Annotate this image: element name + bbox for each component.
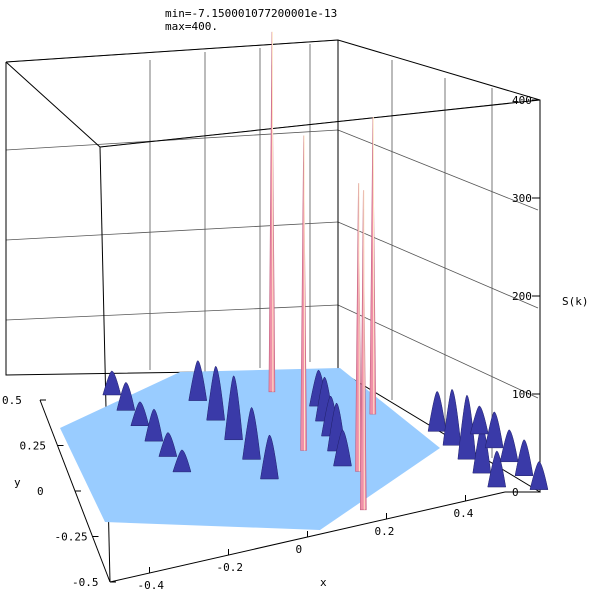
x-tick-label: 0.4 xyxy=(454,507,474,520)
y-axis-label: y xyxy=(14,476,21,489)
grid-line xyxy=(5,221,339,241)
z-axis-label: S(k) xyxy=(562,295,589,308)
ridge-bump xyxy=(457,394,477,460)
z-tick-label: 0 xyxy=(512,486,519,499)
grid-line xyxy=(337,304,539,399)
ridge-bump xyxy=(469,405,489,435)
ridge-bump xyxy=(172,449,192,473)
grid-line xyxy=(337,221,539,309)
y-axis: 0.5 0.25 0 -0.25 -0.5 xyxy=(2,394,116,589)
ridge-bump xyxy=(333,429,352,467)
ridge-bump xyxy=(206,365,225,421)
ridge-bump xyxy=(102,370,122,396)
y-tick-label: 0.25 xyxy=(20,440,47,453)
ridge-bump xyxy=(224,375,243,441)
peak-highlight xyxy=(271,31,274,392)
peak-highlight xyxy=(358,183,360,472)
ridge-bump xyxy=(188,360,208,401)
z-tick-label: 200 xyxy=(512,290,532,303)
ridge-bump xyxy=(144,408,164,442)
ridge-bump xyxy=(260,434,279,480)
peak-spike xyxy=(359,190,367,511)
ridge-bump xyxy=(158,432,178,457)
grid-line xyxy=(5,304,339,321)
peak-highlight xyxy=(363,190,365,510)
ridge-bump xyxy=(499,429,519,463)
ridge-bump xyxy=(484,411,504,449)
ridges-layer xyxy=(102,360,549,490)
x-axis: -0.4 -0.2 0 0.2 0.4 xyxy=(138,495,474,592)
z-tick-label: 100 xyxy=(512,388,532,401)
box-edge xyxy=(5,61,101,148)
ridge-bump xyxy=(442,389,462,446)
peak-spike xyxy=(300,135,307,451)
y-tick-label: 0.5 xyxy=(2,394,22,407)
ridge-bump xyxy=(514,439,534,476)
peak-spike xyxy=(355,183,362,472)
max-label: max=400. xyxy=(165,20,218,33)
y-tick-label: -0.5 xyxy=(72,576,99,589)
grid-line xyxy=(5,129,339,151)
peaks-layer xyxy=(268,31,377,511)
peak-spike xyxy=(268,31,276,393)
peak-highlight xyxy=(372,117,375,415)
ridge-bump xyxy=(130,401,150,427)
y-tick-label: 0 xyxy=(37,485,44,498)
ridge-bump xyxy=(427,391,447,432)
peak-spike xyxy=(369,117,377,415)
grid-line xyxy=(337,129,539,211)
ridge-bump xyxy=(529,461,549,490)
ridge-bump xyxy=(116,382,136,411)
ridge-bump xyxy=(242,407,261,460)
y-tick-label: -0.25 xyxy=(55,531,88,544)
z-tick-label: 300 xyxy=(512,192,532,205)
x-axis-label: x xyxy=(320,576,327,589)
x-tick-label: 0 xyxy=(296,543,303,556)
x-tick-label: -0.2 xyxy=(217,561,244,574)
box-edge xyxy=(99,99,541,148)
peak-highlight xyxy=(303,135,306,451)
ridge-bump xyxy=(487,450,507,488)
z-axis: 0 100 200 300 400 xyxy=(512,94,540,499)
x-tick-label: -0.4 xyxy=(138,579,165,592)
min-label: min=-7.150001077200001e-13 xyxy=(165,7,337,20)
z-tick-label: 400 xyxy=(512,94,532,107)
x-tick-label: 0.2 xyxy=(375,525,395,538)
